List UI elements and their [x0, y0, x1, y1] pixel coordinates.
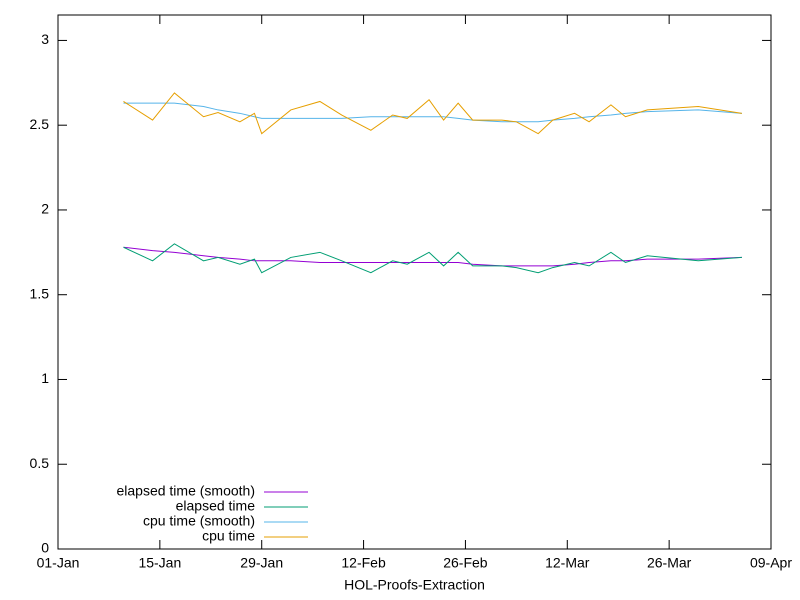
x-tick-label: 09-Apr	[750, 555, 792, 571]
plot-frame	[57, 14, 772, 550]
x-tick-label: 01-Jan	[37, 555, 80, 571]
y-tick-label: 3	[41, 31, 49, 47]
x-axis-label: HOL-Proofs-Extraction	[344, 577, 485, 593]
x-tick-label: 29-Jan	[240, 555, 283, 571]
legend-label: elapsed time (smooth)	[116, 483, 255, 499]
x-tick-label: 26-Mar	[647, 555, 692, 571]
x-tick-label: 12-Mar	[545, 555, 590, 571]
series-line	[123, 246, 742, 267]
y-tick-label: 2.5	[30, 116, 50, 132]
x-tick-label: 15-Jan	[138, 555, 181, 571]
legend-label: elapsed time	[176, 498, 256, 514]
series-line	[123, 102, 742, 123]
y-tick-label: 2	[41, 201, 49, 217]
x-tick-label: 26-Feb	[443, 555, 488, 571]
y-tick-label: 1.5	[30, 285, 50, 301]
legend-label: cpu time	[202, 528, 255, 544]
series-line	[123, 92, 742, 135]
legend-label: cpu time (smooth)	[143, 513, 255, 529]
y-tick-label: 1	[41, 370, 49, 386]
y-tick-label: 0	[41, 540, 49, 556]
series-line	[123, 243, 742, 274]
y-tick-label: 0.5	[30, 455, 50, 471]
x-tick-label: 12-Feb	[341, 555, 386, 571]
